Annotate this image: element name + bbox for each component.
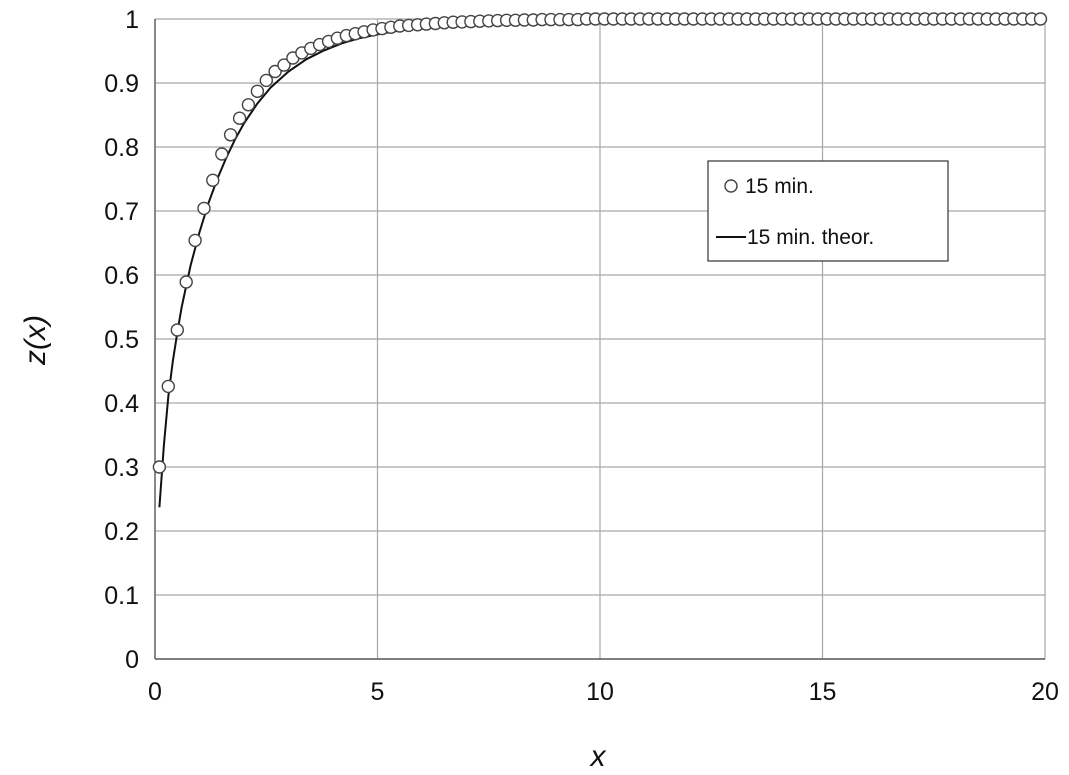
y-tick-label: 0.4	[104, 390, 139, 418]
y-tick-label: 0.1	[104, 582, 139, 610]
x-tick-label: 10	[586, 678, 614, 706]
x-tick-label: 15	[809, 678, 837, 706]
x-tick-label: 20	[1031, 678, 1059, 706]
legend: 15 min. 15 min. theor.	[707, 160, 949, 262]
y-tick-label: 0.5	[104, 326, 139, 354]
legend-box	[707, 160, 949, 262]
y-tick-label: 0.3	[104, 454, 139, 482]
axes	[154, 19, 1045, 660]
y-tick-label: 0.7	[104, 198, 139, 226]
y-tick-label: 0	[125, 646, 139, 674]
data-point	[197, 201, 211, 216]
x-axis-label: x	[589, 740, 607, 773]
data-point	[161, 379, 176, 394]
data-point	[268, 64, 282, 79]
data-point	[1033, 12, 1048, 26]
data-point	[232, 111, 247, 125]
legend-label-15min: 15 min.	[745, 175, 814, 198]
x-tick-label: 5	[371, 678, 385, 706]
data-point	[250, 84, 265, 99]
legend-marker-circle	[724, 179, 738, 193]
y-tick-label: 0.8	[104, 134, 139, 162]
y-tick-label: 0.2	[104, 518, 139, 546]
data-point	[241, 98, 256, 112]
data-point	[170, 323, 185, 337]
x-tick-label: 0	[148, 678, 162, 706]
data-point	[223, 128, 238, 142]
data-point	[277, 58, 291, 72]
y-tick-label: 0.9	[104, 70, 139, 98]
y-tick-label: 1	[125, 6, 139, 34]
data-point	[206, 173, 220, 188]
y-tick-label: 0.6	[104, 262, 139, 290]
data-point	[179, 275, 193, 289]
data-point	[259, 73, 273, 88]
data-points-layer	[152, 12, 1048, 474]
data-point	[215, 147, 229, 161]
legend-label-15min-theor: 15 min. theor.	[747, 226, 874, 249]
tick-labels: 00.10.20.30.40.50.60.70.80.910 5 10 15 20	[104, 6, 1059, 706]
data-point	[152, 460, 167, 474]
data-point	[188, 233, 202, 248]
y-axis-label: z(x)	[19, 315, 52, 366]
